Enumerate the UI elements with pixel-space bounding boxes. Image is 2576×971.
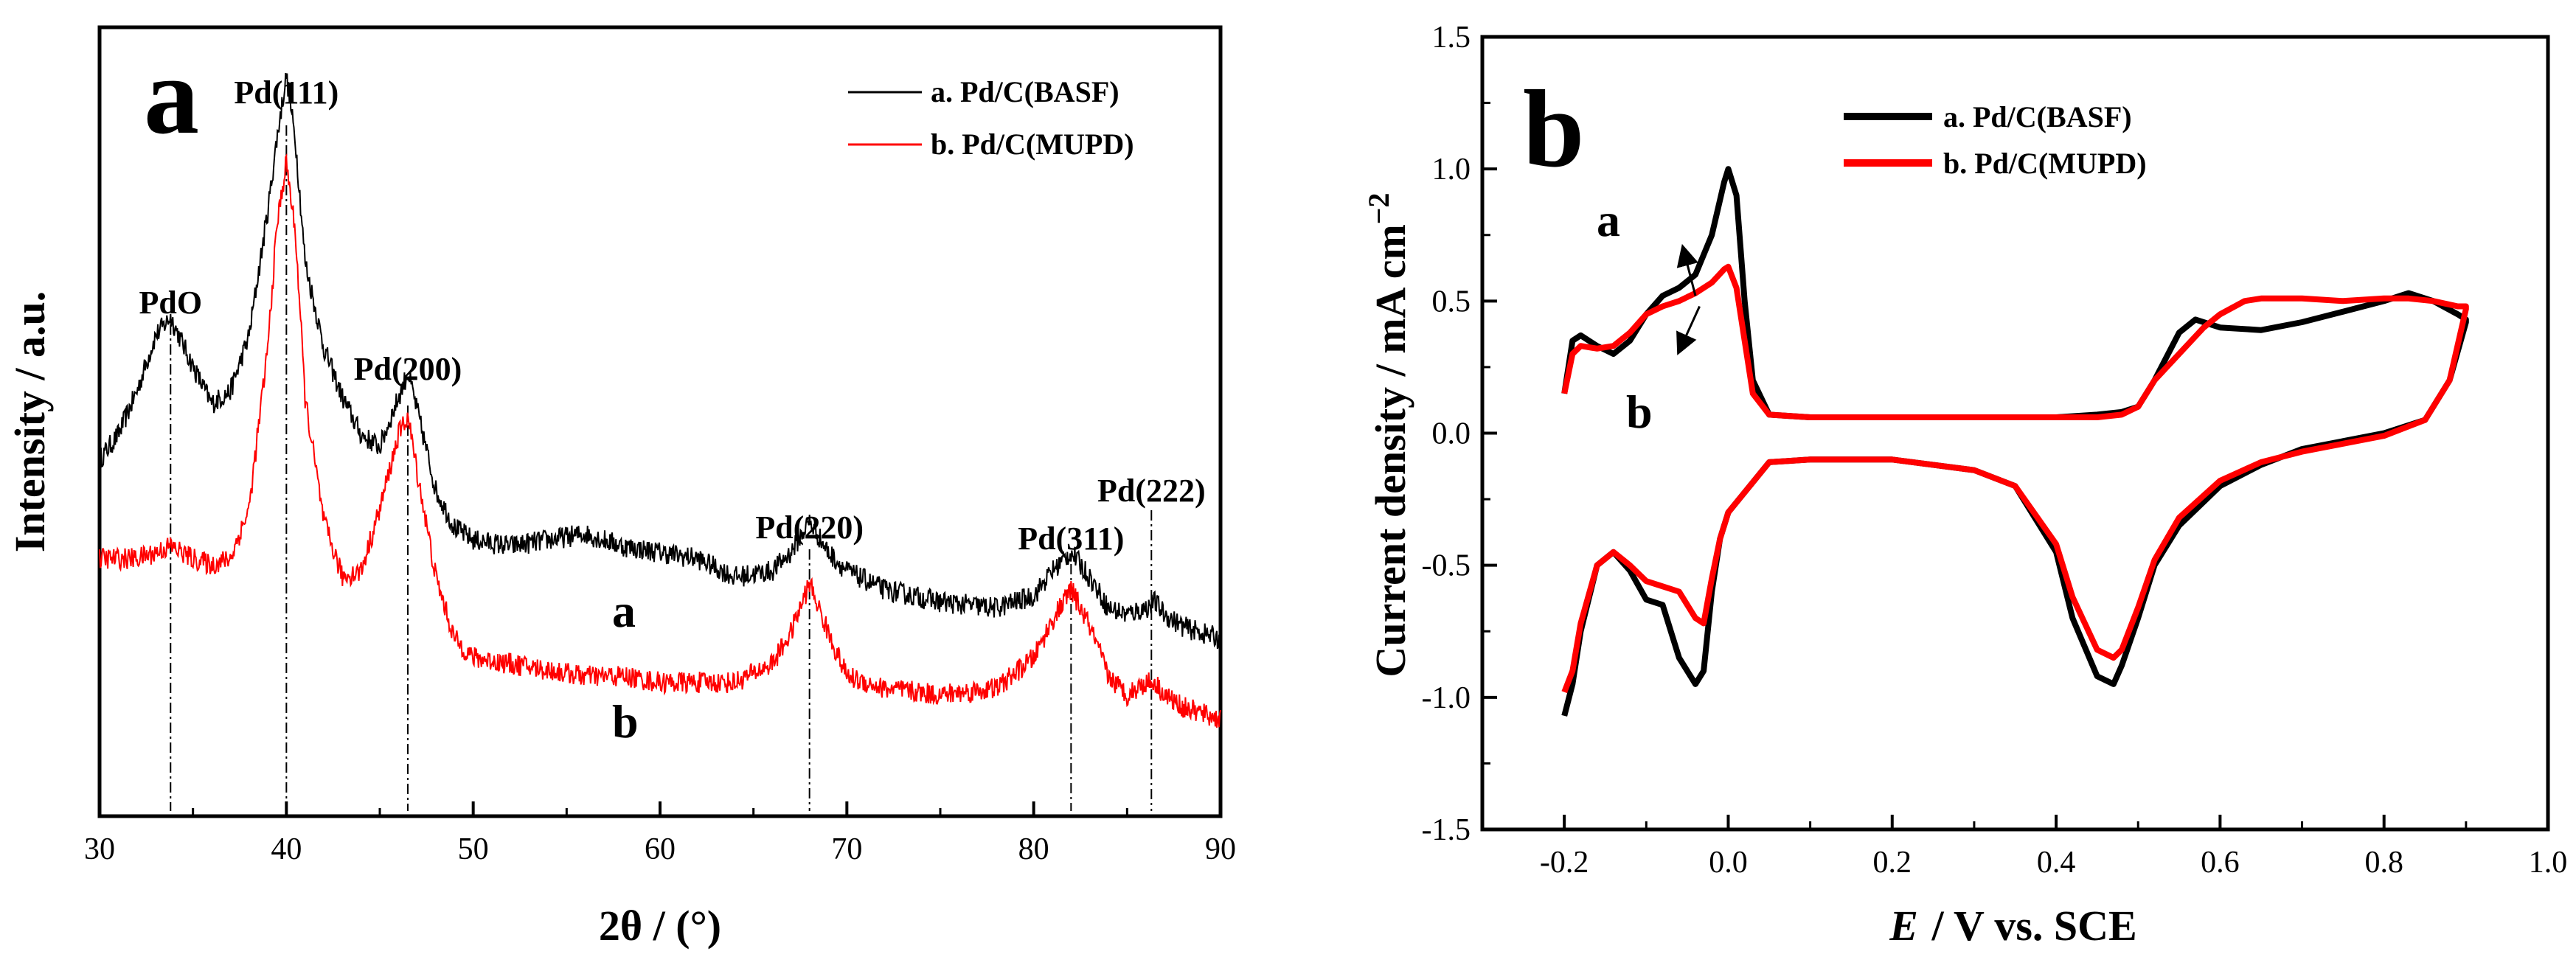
panel-b-x-axis-title: E / V vs. SCE	[1889, 902, 2137, 950]
a-xtick-label-5: 80	[1018, 832, 1049, 866]
b-ytick-label-6: -1.5	[1422, 813, 1471, 847]
panel-b-letter: b	[1523, 68, 1584, 190]
series-line-basf	[99, 72, 1221, 650]
b-ytick-label-3: 0.0	[1432, 417, 1471, 451]
b-ytick-label-0: 1.5	[1432, 21, 1471, 55]
b-ytick-label-5: -1.0	[1422, 681, 1471, 715]
peak-label-5: Pd(222)	[1097, 473, 1206, 509]
panel-b-y-axis-title: Current density / mA cm−2	[1362, 192, 1415, 677]
b-ytick-label-1: 1.0	[1432, 153, 1471, 187]
panel-a-peak-labels: PdO Pd(111) Pd(200) Pd(220) Pd(311) Pd(222)	[139, 74, 1205, 557]
panel-a-peak-lines	[170, 125, 1153, 811]
legend-b-label-a: a. Pd/C(BASF)	[1943, 100, 2132, 133]
peak-label-4: Pd(311)	[1018, 521, 1124, 557]
legend-a-label-b: b. Pd/C(MUPD)	[931, 128, 1134, 161]
svg-text:Current density / mA cm−2: Current density / mA cm−2	[1362, 192, 1415, 677]
a-xtick-label-3: 60	[645, 832, 676, 866]
a-xtick-label-2: 50	[458, 832, 489, 866]
panel-a-letter: a	[144, 35, 199, 157]
a-xtick-label-0: 30	[84, 832, 115, 866]
curve-label-b-b: b	[1626, 386, 1653, 438]
panel-a-series	[99, 72, 1221, 728]
peak-label-3: Pd(220)	[755, 509, 864, 546]
annotation-arrow-b	[1676, 305, 1701, 355]
b-ytick-label-2: 0.5	[1432, 285, 1471, 319]
series-line-mupd	[99, 153, 1221, 728]
panel-b-x-ticks: -0.2 0.0 0.2 0.4 0.6 0.8 1.0	[1540, 815, 2567, 880]
panel-a-x-axis-title: 2θ / (°)	[599, 902, 721, 950]
b-xtick-label-4: 0.6	[2201, 846, 2240, 880]
peak-label-0: PdO	[139, 285, 202, 321]
peak-label-1: Pd(111)	[234, 74, 339, 111]
b-xtick-label-0: -0.2	[1540, 846, 1589, 880]
panel-a-y-axis-title: Intensity / a.u.	[6, 291, 54, 553]
b-xtick-label-1: 0.0	[1709, 846, 1748, 880]
b-xtick-label-6: 1.0	[2529, 846, 2568, 880]
peak-label-2: Pd(200)	[354, 351, 462, 387]
curve-label-b-a: a	[1597, 194, 1620, 246]
a-xtick-label-1: 40	[271, 832, 302, 866]
cv-line-basf	[1561, 166, 2469, 717]
b-xtick-label-2: 0.2	[1873, 846, 1912, 880]
b-xtick-label-5: 0.8	[2364, 846, 2403, 880]
panel-b-series	[1561, 166, 2469, 717]
b-xtick-label-3: 0.4	[2037, 846, 2076, 880]
legend-a-label-a: a. Pd/C(BASF)	[931, 75, 1119, 108]
a-xtick-label-6: 90	[1205, 832, 1236, 866]
panel-a-x-ticks: 30 40 50 60 70 80 90	[84, 801, 1236, 866]
curve-label-b: b	[612, 695, 639, 748]
panel-b-arrows	[1676, 243, 1701, 355]
annotation-arrow-a	[1676, 243, 1698, 296]
a-xtick-label-4: 70	[831, 832, 862, 866]
panel-b: -0.2 0.0 0.2 0.4 0.6 0.8 1.0 1.5 1.0 0.5 0.0 -0.5 -…	[1362, 21, 2568, 950]
b-ytick-label-4: -0.5	[1422, 549, 1471, 583]
cv-line-mupd	[1561, 263, 2469, 694]
panel-b-y-ticks: 1.5 1.0 0.5 0.0 -0.5 -1.0 -1.5	[1422, 21, 1497, 847]
curve-label-a: a	[612, 585, 636, 637]
legend-b-label-b: b. Pd/C(MUPD)	[1943, 147, 2147, 180]
